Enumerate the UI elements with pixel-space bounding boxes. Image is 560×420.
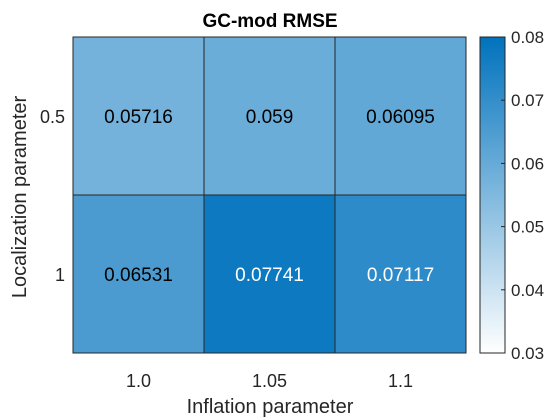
cell-value-label: 0.07741 bbox=[235, 265, 304, 286]
y-axis-label: Localization parameter bbox=[9, 95, 31, 298]
y-tick-label: 0.5 bbox=[40, 107, 65, 127]
heatmap-cells: 0.05716 0.059 0.06095 0.06531 0.07741 0.07117 bbox=[72, 36, 467, 354]
heatmap-cell bbox=[203, 36, 336, 196]
colorbar-tick-label: 0.07 bbox=[511, 91, 544, 110]
heatmap-cell bbox=[72, 36, 205, 196]
colorbar-tick-label: 0.06 bbox=[511, 154, 544, 173]
chart-title: GC-mod RMSE bbox=[202, 11, 337, 32]
colorbar-ticks: 0.03 0.04 0.05 0.06 0.07 0.08 bbox=[501, 28, 544, 363]
cell-value-label: 0.07117 bbox=[367, 265, 434, 286]
colorbar-tick-label: 0.04 bbox=[511, 281, 544, 300]
colorbar-tick-label: 0.08 bbox=[511, 28, 544, 47]
x-tick-label: 1.1 bbox=[388, 371, 413, 391]
colorbar bbox=[479, 36, 506, 354]
heatmap-cell bbox=[334, 36, 467, 196]
heatmap-cell bbox=[203, 194, 336, 354]
x-tick-label: 1.0 bbox=[126, 371, 151, 391]
x-tick-label: 1.05 bbox=[252, 371, 287, 391]
y-tick-label: 1 bbox=[55, 265, 65, 285]
x-axis-label: Inflation parameter bbox=[187, 396, 354, 418]
cell-value-label: 0.06531 bbox=[104, 265, 173, 286]
x-tick-labels: 1.0 1.05 1.1 bbox=[126, 371, 413, 391]
heatmap-cell bbox=[72, 194, 205, 354]
y-tick-labels: 0.51 bbox=[40, 107, 65, 285]
cell-value-label: 0.059 bbox=[246, 107, 294, 128]
colorbar-tick-label: 0.05 bbox=[511, 218, 544, 237]
heatmap-cell bbox=[334, 194, 467, 354]
colorbar-tick-label: 0.03 bbox=[511, 344, 544, 363]
cell-value-label: 0.05716 bbox=[104, 107, 173, 128]
cell-value-label: 0.06095 bbox=[366, 107, 435, 128]
